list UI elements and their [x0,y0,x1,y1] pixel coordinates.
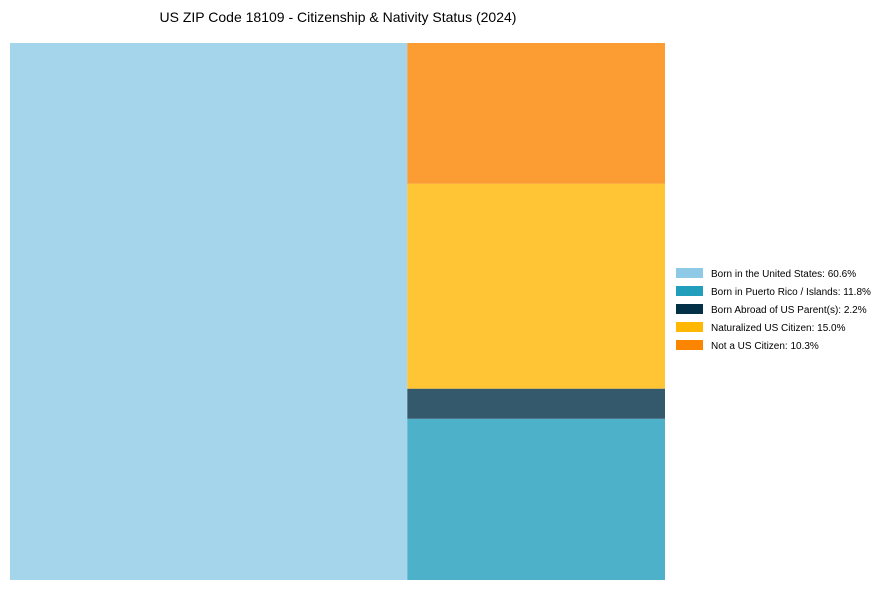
legend-swatch-born-in-puerto-rico-islands [676,286,703,296]
legend: Born in the United States: 60.6% Born in … [676,268,871,352]
legend-swatch-naturalized-us-citizen [676,322,703,332]
chart-title: US ZIP Code 18109 - Citizenship & Nativi… [160,9,517,25]
tile-naturalized-us-citizen [407,183,665,389]
tile-born-abroad-of-us-parent-s [407,388,665,419]
legend-label-born-in-puerto-rico-islands: Born in Puerto Rico / Islands: 11.8% [711,287,871,298]
tile-born-in-puerto-rico-islands [407,418,665,580]
tile-born-in-the-united-states [10,43,408,580]
legend-label-born-in-the-united-states: Born in the United States: 60.6% [711,269,856,280]
legend-swatch-born-in-the-united-states [676,268,703,278]
legend-label-naturalized-us-citizen: Naturalized US Citizen: 15.0% [711,323,846,334]
legend-swatch-not-a-us-citizen [676,340,703,350]
legend-swatch-born-abroad-of-us-parent-s [676,304,703,314]
legend-label-not-a-us-citizen: Not a US Citizen: 10.3% [711,341,819,352]
legend-label-born-abroad-of-us-parent-s: Born Abroad of US Parent(s): 2.2% [711,305,867,316]
tile-not-a-us-citizen [407,43,665,184]
treemap-tiles [10,43,665,580]
